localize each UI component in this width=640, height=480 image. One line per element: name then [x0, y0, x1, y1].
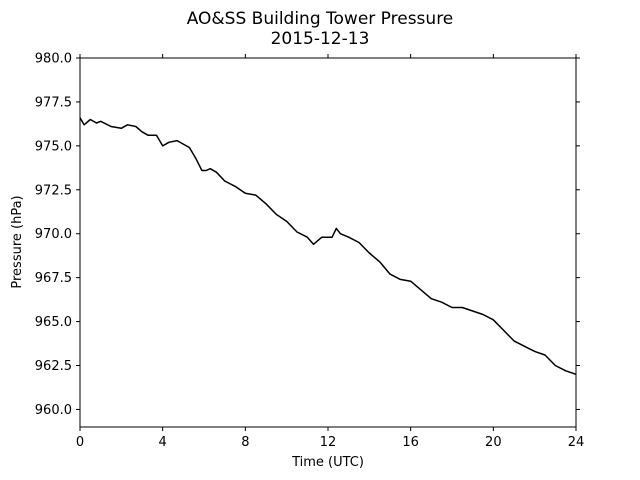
x-tick-label: 16 — [402, 435, 419, 450]
y-tick-label: 977.5 — [35, 95, 72, 110]
x-tick-label: 20 — [485, 435, 502, 450]
y-tick-label: 965.0 — [35, 315, 72, 330]
y-tick-label: 967.5 — [35, 271, 72, 286]
chart-title: AO&SS Building Tower Pressure — [187, 9, 454, 29]
pressure-line — [79, 117, 577, 376]
x-tick-label: 8 — [241, 435, 249, 450]
y-axis-label: Pressure (hPa) — [10, 195, 25, 288]
x-tick-label: 4 — [159, 435, 167, 450]
y-tick-label: 980.0 — [35, 52, 72, 67]
y-tick-label: 970.0 — [35, 227, 72, 242]
y-tick-label: 960.0 — [35, 403, 72, 418]
chart-subtitle: 2015-12-13 — [271, 29, 370, 49]
y-tick-label: 962.5 — [35, 359, 72, 374]
axis-ticks: 0 4 8 12 16 20 24 960.0 962.5 965.0 967.5 970.0 972.… — [35, 52, 584, 451]
x-tick-label: 0 — [76, 435, 84, 450]
x-tick-label: 24 — [568, 435, 585, 450]
x-tick-label: 12 — [320, 435, 337, 450]
plot-area — [80, 58, 576, 427]
y-tick-label: 972.5 — [35, 183, 72, 198]
x-axis-label: Time (UTC) — [291, 455, 364, 470]
plot-frame — [79, 57, 577, 428]
y-tick-label: 975.0 — [35, 139, 72, 154]
